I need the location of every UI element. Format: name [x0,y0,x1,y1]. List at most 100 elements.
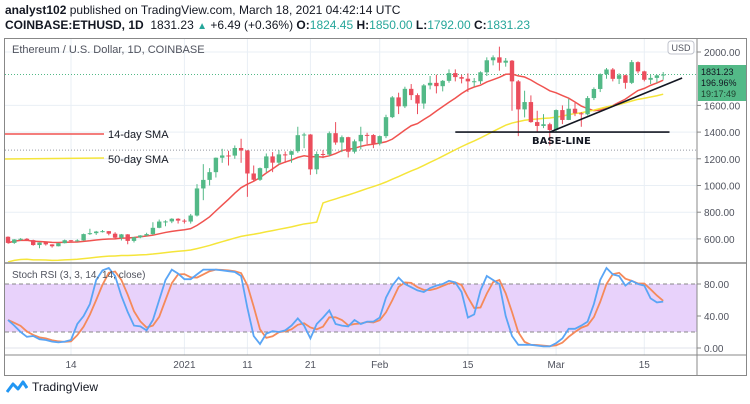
candle [522,90,527,118]
candle-body [648,77,653,80]
sma14-label: 14-day SMA [108,129,169,141]
candle [182,219,187,224]
candle-body [623,75,628,83]
trendline [549,77,683,133]
price-change: +6.49 (+0.36%) [210,18,294,32]
candle-body [352,141,357,152]
candle [43,242,48,246]
candle [535,110,540,133]
candle [654,74,660,83]
stoch-k-line [7,266,664,348]
candle [472,78,477,87]
x-tick-label: 21 [305,360,317,371]
candle [371,134,376,149]
candle [629,60,634,85]
candle [547,122,552,146]
candle [270,152,275,173]
high-label: H: [356,18,370,32]
candle-body [182,220,187,222]
candle-body [62,240,67,244]
sma50-legend-line [4,157,105,160]
candle [75,239,80,242]
candle-body [320,153,326,155]
low-value: 1792.00 [427,18,471,32]
candle [446,69,452,83]
candle-body [175,218,181,221]
candle-body [541,124,546,126]
candle [289,150,294,163]
candle-body [301,134,307,136]
x-tick-label: Mar [547,360,565,371]
candle-body [453,73,458,78]
candle-body [327,133,332,155]
candle [490,55,496,66]
open-value: 1824.45 [309,18,354,32]
candle-body [308,134,313,170]
candle [339,135,345,153]
candle-body [497,57,502,63]
low-label: L: [415,18,428,32]
candle-body [100,231,105,233]
candle [220,148,225,163]
candle-body [484,60,489,73]
candle [5,236,11,244]
candle-body [642,71,647,80]
candle-body [43,242,48,245]
candle [245,150,250,197]
candle-body [144,234,149,236]
y-tick-label: 800.00 [704,208,735,219]
candle [138,235,143,239]
candle [106,231,111,236]
symbol-info: COINBASE:ETHUSD, 1D 1831.23 ▲ +6.49 (+0.… [5,18,530,32]
candle [364,132,370,145]
candle [661,72,666,80]
candle [642,70,647,82]
candle-body [75,240,80,242]
candle [301,132,307,149]
candle [352,139,357,154]
candle-body [276,154,282,163]
candle [616,73,622,85]
stoch-tick-label: 80.00 [704,280,729,291]
author-name[interactable]: analyst102 [5,3,67,17]
candle [459,74,464,84]
candle-body [150,227,156,235]
candle-body [106,231,111,234]
candle [409,84,414,101]
countdown-label: 19:17:49 [701,89,736,99]
candle-body [264,156,269,169]
candle [415,93,420,115]
candle-body [654,75,660,78]
tradingview-logo[interactable]: TradingView [6,380,98,394]
candle-body [238,147,244,151]
candle [276,150,282,165]
candle [528,95,534,123]
candle [604,68,609,79]
candle [440,80,445,92]
candle-body [56,243,61,247]
candle-body [346,137,351,152]
y-tick-label: 2000.00 [704,48,741,59]
candle-body [553,110,559,130]
candle [566,98,571,121]
candle-body [579,113,584,115]
candle-body [213,157,219,173]
candle [591,87,597,101]
candle [264,153,269,173]
candle-body [566,108,571,120]
candle-body [245,150,250,174]
candle-body [465,78,471,82]
candle [358,126,363,150]
candle [201,164,206,201]
candle [188,213,193,224]
publish-info: analyst102 published on TradingView.com,… [5,3,400,17]
y-tick-label: 1400.00 [704,128,741,139]
y-tick-label: 1200.00 [704,155,741,166]
candle-body [31,240,36,246]
candle-body [446,73,452,81]
candle-body [12,239,17,243]
candle-body [314,153,319,170]
candle [94,230,99,235]
candle [572,102,578,117]
